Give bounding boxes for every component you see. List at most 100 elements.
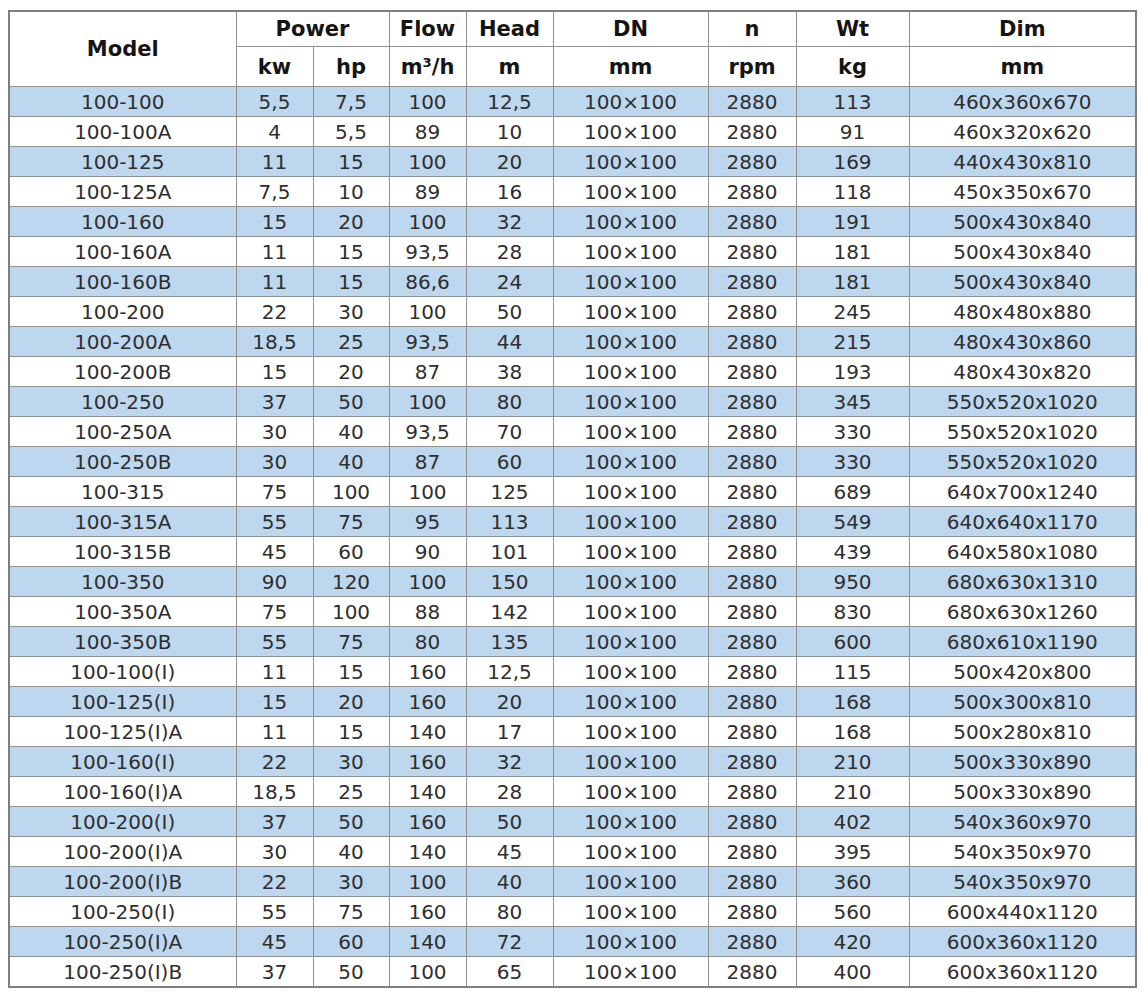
cell-dn: 100×100 <box>553 657 708 687</box>
cell-head: 28 <box>466 237 553 267</box>
cell-dim: 500x330x890 <box>909 777 1136 807</box>
table-row: 100-250(I)557516080100×1002880560600x440… <box>9 897 1136 927</box>
cell-model: 100-250 <box>9 387 236 417</box>
cell-flow: 100 <box>389 387 466 417</box>
cell-wt: 181 <box>796 237 909 267</box>
table-row: 100-200(I)B223010040100×1002880360540x35… <box>9 867 1136 897</box>
table-row: 100-200A18,52593,544100×1002880215480x43… <box>9 327 1136 357</box>
cell-dim: 640x580x1080 <box>909 537 1136 567</box>
cell-head: 10 <box>466 117 553 147</box>
cell-flow: 140 <box>389 837 466 867</box>
cell-wt: 402 <box>796 807 909 837</box>
cell-dim: 440x430x810 <box>909 147 1136 177</box>
cell-model: 100-160(I) <box>9 747 236 777</box>
cell-model: 100-350A <box>9 597 236 627</box>
col-header-model: Model <box>9 11 236 87</box>
cell-dn: 100×100 <box>553 567 708 597</box>
cell-kw: 37 <box>236 957 313 988</box>
cell-dn: 100×100 <box>553 957 708 988</box>
cell-hp: 75 <box>313 507 389 537</box>
cell-wt: 830 <box>796 597 909 627</box>
cell-n: 2880 <box>708 957 796 988</box>
cell-n: 2880 <box>708 267 796 297</box>
cell-dim: 680x630x1260 <box>909 597 1136 627</box>
cell-wt: 395 <box>796 837 909 867</box>
cell-flow: 95 <box>389 507 466 537</box>
cell-head: 12,5 <box>466 87 553 117</box>
col-header-dn-unit: mm <box>553 47 708 87</box>
cell-hp: 7,5 <box>313 87 389 117</box>
cell-flow: 140 <box>389 777 466 807</box>
cell-dim: 600x360x1120 <box>909 957 1136 988</box>
table-row: 100-160(I)A18,52514028100×1002880210500x… <box>9 777 1136 807</box>
cell-model: 100-200(I) <box>9 807 236 837</box>
cell-kw: 5,5 <box>236 87 313 117</box>
cell-dn: 100×100 <box>553 357 708 387</box>
cell-model: 100-125 <box>9 147 236 177</box>
cell-model: 100-100A <box>9 117 236 147</box>
cell-dim: 480x480x880 <box>909 297 1136 327</box>
cell-model: 100-315B <box>9 537 236 567</box>
table-body: 100-1005,57,510012,5100×1002880113460x36… <box>9 87 1136 988</box>
cell-dn: 100×100 <box>553 147 708 177</box>
cell-dn: 100×100 <box>553 687 708 717</box>
table-row: 100-200B15208738100×1002880193480x430x82… <box>9 357 1136 387</box>
cell-dim: 500x420x800 <box>909 657 1136 687</box>
cell-dim: 480x430x820 <box>909 357 1136 387</box>
cell-n: 2880 <box>708 627 796 657</box>
cell-flow: 89 <box>389 117 466 147</box>
cell-dn: 100×100 <box>553 537 708 567</box>
cell-model: 100-200(I)A <box>9 837 236 867</box>
cell-hp: 15 <box>313 717 389 747</box>
cell-flow: 160 <box>389 747 466 777</box>
pump-spec-table-container: Model Power Flow Head DN n Wt Dim kw hp … <box>8 10 1137 988</box>
cell-flow: 100 <box>389 297 466 327</box>
cell-wt: 181 <box>796 267 909 297</box>
cell-head: 44 <box>466 327 553 357</box>
cell-model: 100-315 <box>9 477 236 507</box>
cell-hp: 40 <box>313 447 389 477</box>
col-header-n: n <box>708 11 796 47</box>
col-header-dim-unit: mm <box>909 47 1136 87</box>
cell-hp: 60 <box>313 927 389 957</box>
cell-n: 2880 <box>708 867 796 897</box>
table-row: 100-200223010050100×1002880245480x480x88… <box>9 297 1136 327</box>
cell-dim: 500x430x840 <box>909 207 1136 237</box>
cell-head: 16 <box>466 177 553 207</box>
cell-dim: 600x360x1120 <box>909 927 1136 957</box>
cell-wt: 91 <box>796 117 909 147</box>
cell-hp: 10 <box>313 177 389 207</box>
cell-n: 2880 <box>708 207 796 237</box>
cell-n: 2880 <box>708 387 796 417</box>
cell-model: 100-250A <box>9 417 236 447</box>
cell-n: 2880 <box>708 897 796 927</box>
cell-hp: 30 <box>313 867 389 897</box>
cell-kw: 55 <box>236 627 313 657</box>
col-header-wt-unit: kg <box>796 47 909 87</box>
cell-dim: 500x430x840 <box>909 267 1136 297</box>
cell-head: 40 <box>466 867 553 897</box>
cell-dn: 100×100 <box>553 597 708 627</box>
table-row: 100-315B456090101100×1002880439640x580x1… <box>9 537 1136 567</box>
cell-dim: 500x330x890 <box>909 747 1136 777</box>
cell-head: 125 <box>466 477 553 507</box>
cell-wt: 115 <box>796 657 909 687</box>
col-header-dim: Dim <box>909 11 1136 47</box>
cell-hp: 20 <box>313 687 389 717</box>
cell-dn: 100×100 <box>553 237 708 267</box>
cell-head: 28 <box>466 777 553 807</box>
cell-head: 38 <box>466 357 553 387</box>
cell-head: 24 <box>466 267 553 297</box>
cell-n: 2880 <box>708 807 796 837</box>
table-row: 100-125111510020100×1002880169440x430x81… <box>9 147 1136 177</box>
cell-head: 135 <box>466 627 553 657</box>
cell-flow: 88 <box>389 597 466 627</box>
cell-n: 2880 <box>708 927 796 957</box>
cell-flow: 160 <box>389 657 466 687</box>
cell-head: 150 <box>466 567 553 597</box>
cell-model: 100-125A <box>9 177 236 207</box>
cell-kw: 90 <box>236 567 313 597</box>
cell-hp: 120 <box>313 567 389 597</box>
cell-kw: 55 <box>236 507 313 537</box>
cell-n: 2880 <box>708 507 796 537</box>
